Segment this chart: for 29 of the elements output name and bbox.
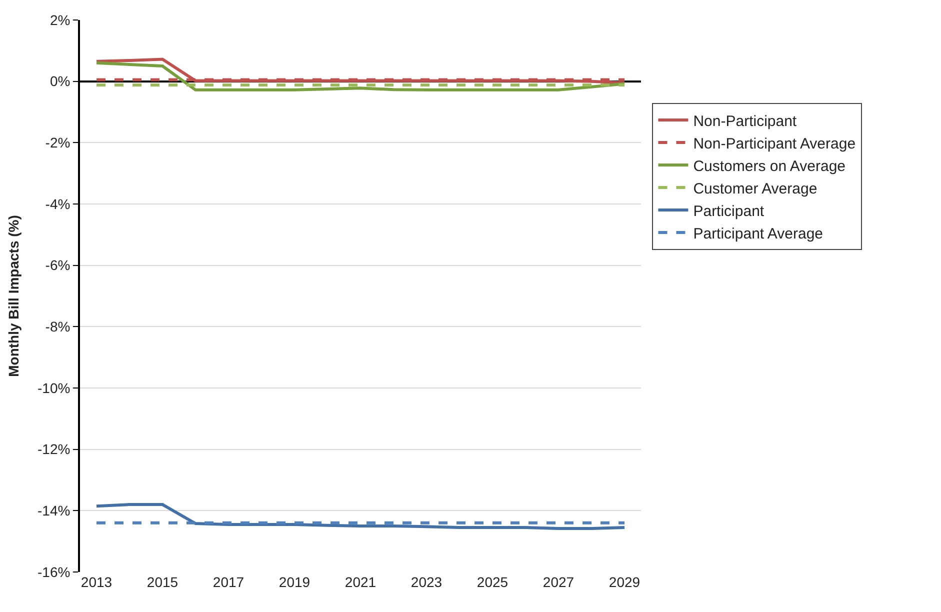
legend-label: Non-Participant bbox=[693, 112, 798, 130]
y-tick-label: -12% bbox=[38, 441, 70, 458]
x-tick-label: 2017 bbox=[212, 574, 244, 590]
legend-label: Customer Average bbox=[693, 180, 818, 198]
x-tick-label: 2025 bbox=[476, 574, 508, 590]
legend-label: Participant bbox=[693, 202, 765, 220]
x-tick-label: 2015 bbox=[146, 574, 178, 590]
x-tick-label: 2013 bbox=[80, 574, 112, 590]
y-axis-title: Monthly Bill Impacts (%) bbox=[6, 215, 22, 377]
x-tick-label: 2029 bbox=[608, 574, 640, 590]
y-tick-label: -8% bbox=[45, 318, 70, 335]
y-tick-label: -16% bbox=[38, 564, 70, 580]
y-tick-label: -2% bbox=[45, 134, 70, 151]
x-tick-label: 2019 bbox=[278, 574, 310, 590]
x-tick-label: 2021 bbox=[344, 574, 376, 590]
legend-label: Customers on Average bbox=[693, 158, 846, 175]
legend-label: Participant Average bbox=[693, 225, 824, 242]
y-tick-label: -6% bbox=[45, 257, 70, 274]
y-tick-label: -4% bbox=[45, 196, 70, 212]
line-series bbox=[95, 58, 626, 84]
line-series bbox=[95, 503, 626, 530]
y-tick-label: 0% bbox=[50, 73, 70, 90]
y-tick-label: -10% bbox=[38, 380, 70, 396]
legend-label: Non-Participant Average bbox=[693, 135, 856, 152]
x-tick-label: 2023 bbox=[410, 574, 442, 590]
y-tick-label: 2% bbox=[50, 12, 70, 28]
line-series bbox=[95, 61, 626, 92]
y-tick-label: -14% bbox=[38, 502, 70, 519]
x-tick-label: 2027 bbox=[542, 574, 574, 590]
